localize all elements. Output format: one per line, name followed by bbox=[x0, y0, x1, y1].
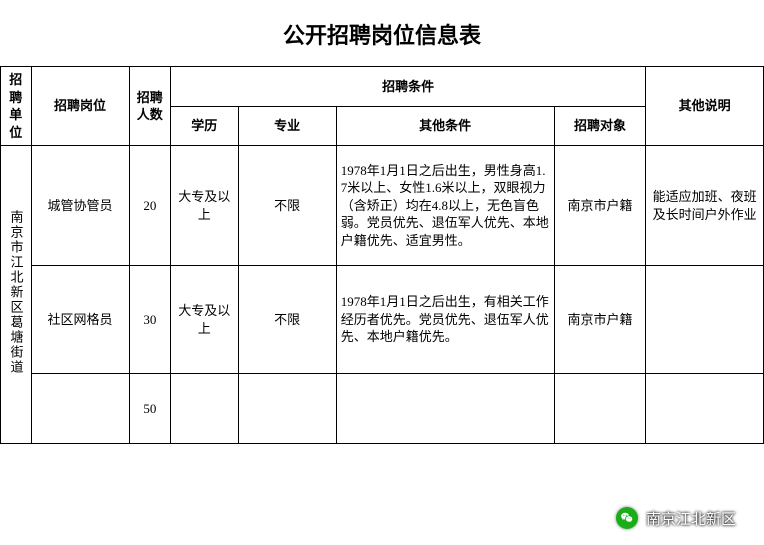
cell-target: 南京市户籍 bbox=[554, 146, 646, 266]
watermark: 南京江北新区 bbox=[616, 507, 736, 529]
cell-education: 大专及以上 bbox=[171, 146, 239, 266]
cell-empty bbox=[238, 374, 336, 444]
cell-major: 不限 bbox=[238, 146, 336, 266]
cell-count: 30 bbox=[129, 266, 170, 374]
cell-education: 大专及以上 bbox=[171, 266, 239, 374]
th-major: 专业 bbox=[238, 106, 336, 146]
th-count: 招聘人数 bbox=[129, 67, 170, 146]
wechat-icon bbox=[616, 507, 638, 529]
cell-other-cond: 1978年1月1日之后出生，有相关工作经历者优先。党员优先、退伍军人优先、本地户… bbox=[336, 266, 554, 374]
th-position: 招聘岗位 bbox=[31, 67, 129, 146]
cell-major: 不限 bbox=[238, 266, 336, 374]
cell-empty bbox=[336, 374, 554, 444]
cell-empty bbox=[171, 374, 239, 444]
watermark-text: 南京江北新区 bbox=[646, 508, 736, 529]
table-row: 社区网格员 30 大专及以上 不限 1978年1月1日之后出生，有相关工作经历者… bbox=[1, 266, 764, 374]
cell-unit: 南京市江北新区葛塘街道 bbox=[1, 146, 32, 444]
cell-target: 南京市户籍 bbox=[554, 266, 646, 374]
cell-notes: 能适应加班、夜班及长时间户外作业 bbox=[646, 146, 764, 266]
cell-position-empty bbox=[31, 374, 129, 444]
table-row: 南京市江北新区葛塘街道 城管协管员 20 大专及以上 不限 1978年1月1日之… bbox=[1, 146, 764, 266]
th-conditions-group: 招聘条件 bbox=[171, 67, 646, 107]
cell-total-count: 50 bbox=[129, 374, 170, 444]
th-other-cond: 其他条件 bbox=[336, 106, 554, 146]
th-target: 招聘对象 bbox=[554, 106, 646, 146]
page-title: 公开招聘岗位信息表 bbox=[0, 0, 764, 66]
cell-position: 社区网格员 bbox=[31, 266, 129, 374]
th-education: 学历 bbox=[171, 106, 239, 146]
cell-empty bbox=[646, 374, 764, 444]
th-unit: 招聘单位 bbox=[1, 67, 32, 146]
cell-other-cond: 1978年1月1日之后出生，男性身高1.7米以上、女性1.6米以上，双眼视力（含… bbox=[336, 146, 554, 266]
cell-position: 城管协管员 bbox=[31, 146, 129, 266]
cell-count: 20 bbox=[129, 146, 170, 266]
recruitment-table: 招聘单位 招聘岗位 招聘人数 招聘条件 其他说明 学历 专业 其他条件 招聘对象… bbox=[0, 66, 764, 444]
table-row-total: 50 bbox=[1, 374, 764, 444]
cell-empty bbox=[554, 374, 646, 444]
th-notes: 其他说明 bbox=[646, 67, 764, 146]
cell-notes bbox=[646, 266, 764, 374]
